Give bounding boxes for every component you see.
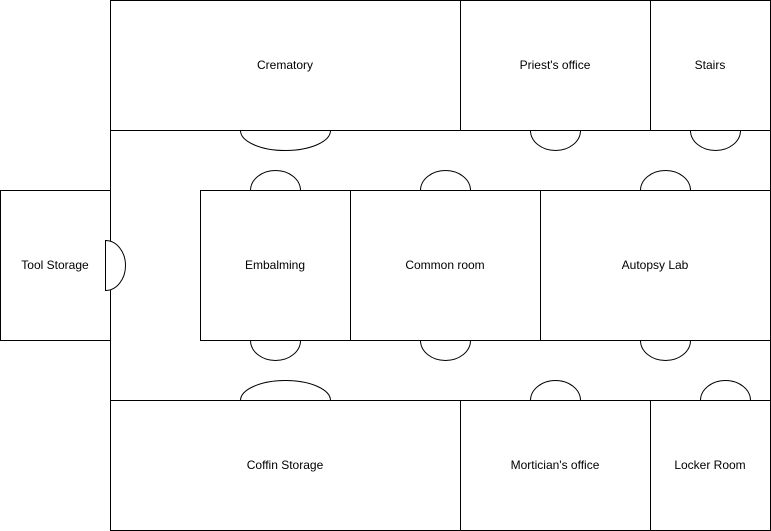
- embalming-label: Embalming: [245, 258, 305, 272]
- locker-room-door: [699, 380, 752, 401]
- morticians-office-door: [529, 380, 582, 401]
- morticians-office-label: Mortician's office: [511, 458, 600, 472]
- crematory-label: Crematory: [257, 58, 313, 72]
- embalming-bottom-door: [249, 340, 302, 361]
- embalming-room: [200, 190, 351, 341]
- coffin-storage-door: [239, 380, 332, 401]
- autopsy-lab-label: Autopsy Lab: [622, 258, 689, 272]
- tool-storage-label: Tool Storage: [21, 258, 89, 272]
- priests-office-door: [529, 130, 582, 151]
- crematory-door: [239, 130, 332, 151]
- tool-storage-room: [0, 190, 111, 341]
- embalming-top-door: [249, 170, 302, 191]
- coffin-storage-label: Coffin Storage: [247, 458, 324, 472]
- priests-office-label: Priest's office: [520, 58, 591, 72]
- common-room-top-door: [419, 170, 472, 191]
- locker-room-label: Locker Room: [674, 458, 745, 472]
- autopsy-lab-bottom-door: [639, 340, 692, 361]
- stairs-room: [650, 0, 771, 131]
- autopsy-lab-room: [540, 190, 771, 341]
- common-room: [350, 190, 541, 341]
- common-room-bottom-door: [419, 340, 472, 361]
- common-room-label: Common room: [405, 258, 484, 272]
- priests-office-room: [460, 0, 651, 131]
- stairs-door: [689, 130, 742, 151]
- tool-storage-door: [105, 239, 126, 292]
- autopsy-lab-top-door: [639, 170, 692, 191]
- morticians-office-room: [460, 400, 651, 531]
- stairs-label: Stairs: [695, 58, 726, 72]
- crematory-room: [110, 0, 461, 131]
